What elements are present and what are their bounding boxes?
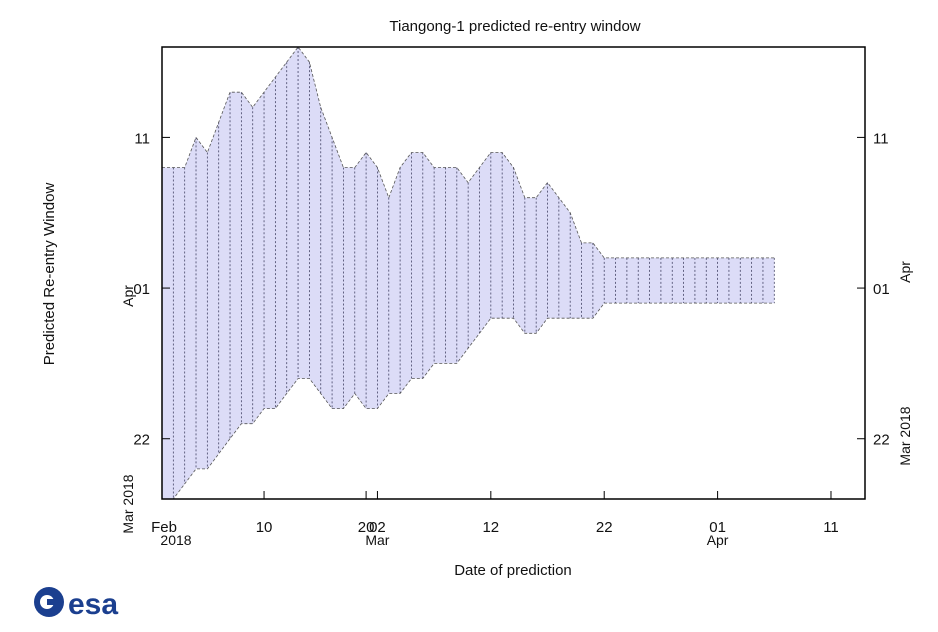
plot-frame (161, 46, 866, 500)
x-tick-sublabel: Mar (365, 532, 389, 548)
x-tick-label: 01 (709, 519, 726, 536)
x-tick-label: 20 (358, 519, 375, 536)
x-axis-label: Date of prediction (454, 562, 572, 579)
y-tick-label-right: 11 (873, 130, 889, 147)
lower-bound-line (162, 302, 775, 500)
y-tick-label-left: 11 (134, 130, 150, 147)
y-axis-right: 11 01 22 Apr Mar 2018 (857, 130, 913, 466)
esa-logo-icon: esa (34, 587, 118, 621)
plot-area (161, 46, 775, 500)
x-tick-label: 11 (823, 519, 839, 536)
x-tick-label: Feb (151, 519, 177, 536)
x-tick-label: 12 (482, 519, 499, 536)
y-tick-label-left: 22 (133, 432, 150, 449)
x-tick-label: 10 (256, 519, 273, 536)
y-tick-label-right: 01 (873, 281, 890, 298)
logo-text: esa (68, 588, 118, 621)
y-axis-left: 11 01 22 Apr Mar 2018 (120, 130, 170, 534)
upper-bound-line (162, 46, 775, 259)
y-month-label-right: Apr (897, 261, 913, 283)
x-tick-label: 02 (369, 519, 386, 536)
x-tick-sublabel: 2018 (160, 532, 191, 548)
x-tick-label: 22 (596, 519, 613, 536)
chart-title: Tiangong-1 predicted re-entry window (389, 18, 640, 35)
y-month-label-right: Mar 2018 (897, 406, 913, 465)
y-tick-label-right: 22 (873, 432, 890, 449)
x-tick-sublabel: Apr (707, 532, 729, 548)
y-month-label-left: Apr (120, 285, 136, 307)
y-month-label-left: Mar 2018 (120, 474, 136, 533)
y-tick-label-left: 01 (133, 281, 150, 298)
reentry-window-area (162, 47, 775, 499)
y-axis-label: Predicted Re-entry Window (41, 183, 58, 366)
